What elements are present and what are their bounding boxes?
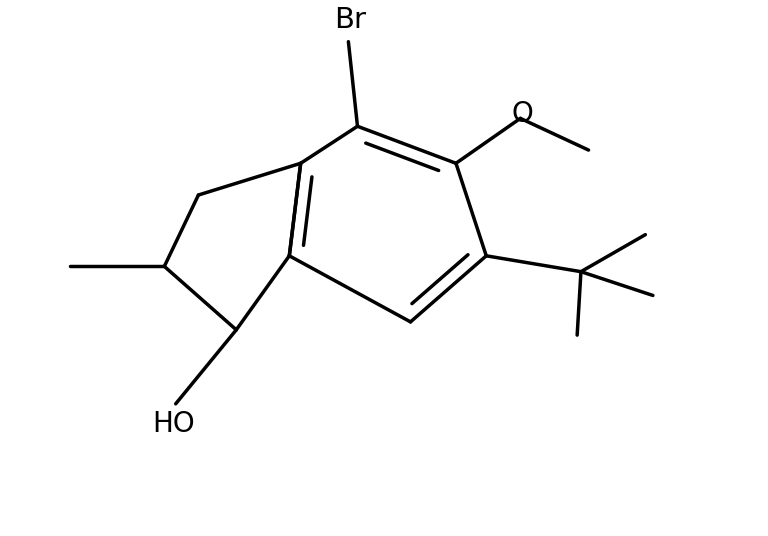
- Text: Br: Br: [334, 6, 366, 34]
- Text: O: O: [511, 100, 533, 129]
- Text: HO: HO: [152, 410, 195, 438]
